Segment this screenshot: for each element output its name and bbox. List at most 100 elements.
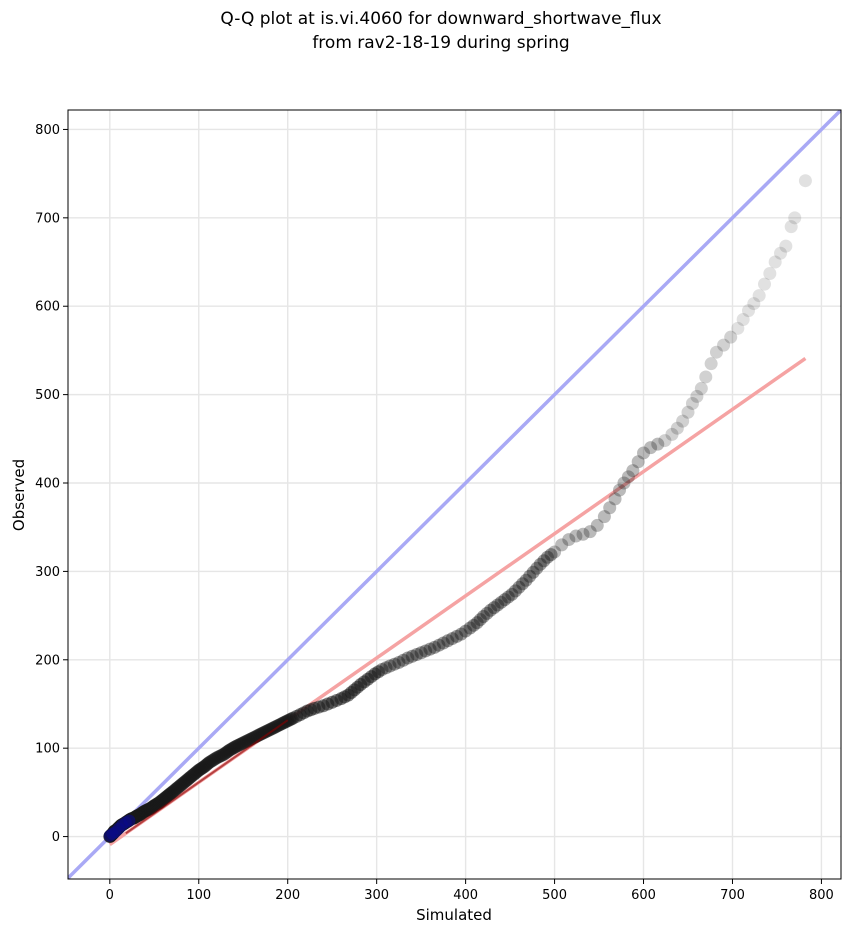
quantile-point <box>699 370 713 384</box>
quantile-point <box>694 381 708 395</box>
x-tick-label: 100 <box>186 888 211 903</box>
quantile-point <box>670 421 684 435</box>
quantile-point <box>459 624 473 638</box>
quantile-points <box>103 174 812 844</box>
quantile-point <box>383 659 397 673</box>
quantile-point <box>463 621 477 635</box>
quantile-point <box>576 527 590 541</box>
quantile-point <box>540 550 554 564</box>
quantile-point <box>774 246 788 260</box>
y-tick-label: 400 <box>35 477 60 492</box>
quantile-point <box>741 304 755 318</box>
quantile-point <box>375 663 389 677</box>
quantile-point <box>590 518 604 532</box>
quantile-point <box>788 211 802 225</box>
quantile-point <box>484 603 498 617</box>
x-tick-label: 0 <box>106 888 114 903</box>
low-quantile-point <box>123 814 136 827</box>
identity-line <box>68 110 841 879</box>
quantile-point <box>480 606 494 620</box>
quantile-point <box>445 632 459 646</box>
chart-title-line-1: Q-Q plot at is.vi.4060 for downward_shor… <box>220 9 661 29</box>
quantile-point <box>401 651 415 665</box>
y-tick-label: 300 <box>35 565 60 580</box>
quantile-point <box>410 647 424 661</box>
x-tick-label: 400 <box>453 888 478 903</box>
y-tick-label: 200 <box>35 653 60 668</box>
quantile-point <box>432 638 446 652</box>
quantile-point <box>583 525 597 539</box>
quantile-point <box>523 569 537 583</box>
quantile-point <box>498 593 512 607</box>
y-axis-ticks: 0 100 200 300 400 500 600 700 800 <box>35 123 68 845</box>
quantile-point <box>501 590 515 604</box>
quantile-point <box>371 665 385 679</box>
quantile-point <box>603 501 617 515</box>
quantile-point <box>758 277 772 291</box>
quantile-point <box>436 636 450 650</box>
y-tick-label: 800 <box>35 123 60 138</box>
quantile-point <box>709 345 723 359</box>
quantile-point <box>621 470 635 484</box>
quantile-point <box>779 239 793 253</box>
chart-title-line-2: from rav2-18-19 during spring <box>312 33 569 53</box>
quantile-point <box>608 492 622 506</box>
quantile-point <box>405 649 419 663</box>
quantile-point <box>747 297 761 311</box>
quantile-point <box>450 629 464 643</box>
quantile-point <box>704 357 718 371</box>
grid-lines <box>68 110 841 879</box>
plot-frame <box>67 109 842 880</box>
quantile-point <box>617 476 631 490</box>
quantile-point <box>379 661 393 675</box>
quantile-point <box>658 434 672 448</box>
y-tick-label: 0 <box>52 830 60 845</box>
quantile-point <box>665 427 679 441</box>
quantile-point <box>555 538 569 552</box>
quantile-point <box>613 483 627 497</box>
quantile-point <box>569 529 583 543</box>
quantile-point <box>505 587 519 601</box>
quantile-point <box>637 446 651 460</box>
x-tick-label: 800 <box>809 888 834 903</box>
quantile-point <box>387 657 401 671</box>
quantile-point <box>626 464 640 478</box>
quantile-point <box>423 642 437 656</box>
quantile-point <box>717 338 731 352</box>
quantile-point <box>533 557 547 571</box>
quantile-point <box>392 655 406 669</box>
quantile-point <box>454 627 468 641</box>
quantile-point <box>512 580 526 594</box>
y-tick-label: 700 <box>35 211 60 226</box>
x-tick-label: 200 <box>275 888 300 903</box>
quantile-point <box>763 267 777 281</box>
quantile-point <box>724 330 738 344</box>
quantile-point <box>784 220 798 234</box>
quantile-point <box>508 584 522 598</box>
x-tick-label: 500 <box>542 888 567 903</box>
x-tick-label: 600 <box>631 888 656 903</box>
quantile-point <box>562 533 576 547</box>
quantile-point <box>544 548 558 562</box>
quantile-point <box>644 441 658 455</box>
quantile-point <box>681 405 695 419</box>
quantile-point <box>396 653 410 667</box>
quantile-point <box>690 389 704 403</box>
quantile-point <box>548 545 562 559</box>
y-axis-label: Observed <box>10 459 28 531</box>
quantile-point <box>494 595 508 609</box>
y-tick-label: 600 <box>35 300 60 315</box>
quantile-point <box>537 554 551 568</box>
quantile-point <box>491 598 505 612</box>
x-axis-label: Simulated <box>416 906 492 924</box>
quantile-point <box>752 289 766 303</box>
quantile-point <box>419 644 433 658</box>
quantile-point <box>676 414 690 428</box>
low-quantile-fit-line <box>125 719 289 835</box>
y-tick-label: 500 <box>35 388 60 403</box>
quantile-point <box>526 565 540 579</box>
quantile-point <box>685 396 699 410</box>
quantile-point <box>414 646 428 660</box>
x-tick-label: 700 <box>720 888 745 903</box>
